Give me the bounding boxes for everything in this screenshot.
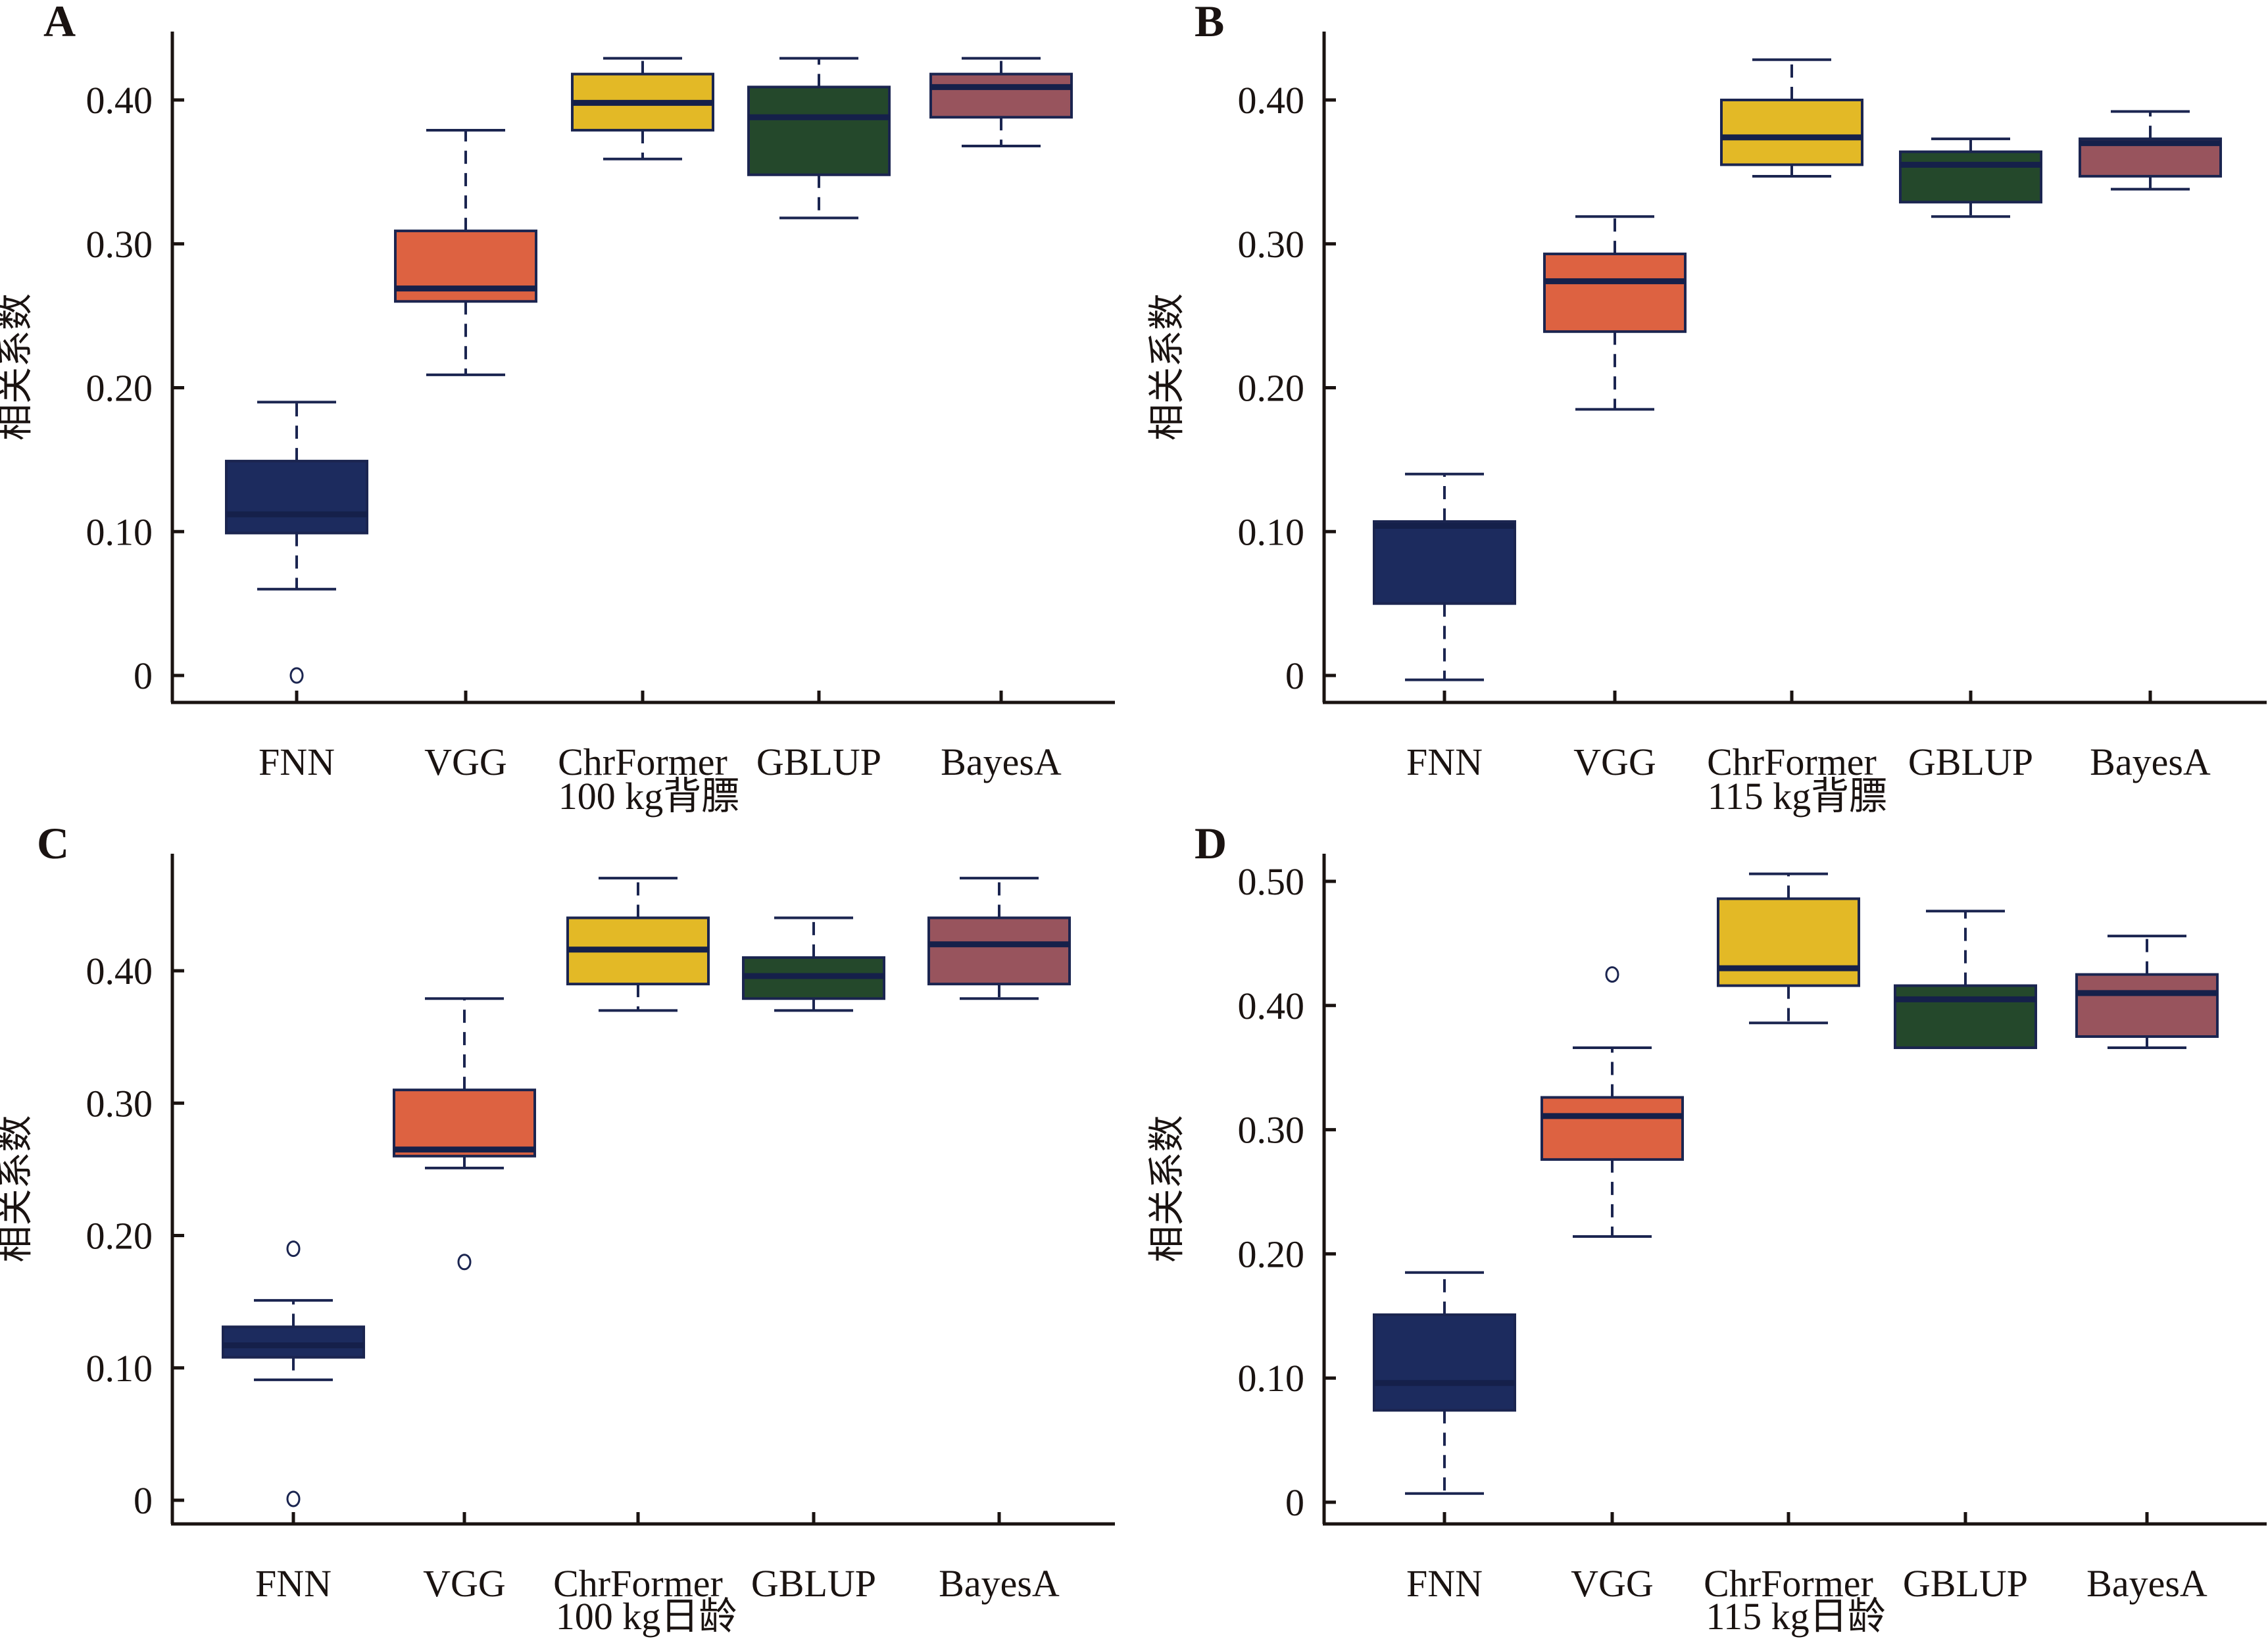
box-vgg: [1541, 966, 1684, 1238]
panel-letter: B: [1195, 0, 1224, 46]
iqr-box: [927, 916, 1071, 986]
y-tick-label: 0.40: [1238, 79, 1305, 122]
box-fnn: [1373, 1271, 1516, 1495]
box-chrformer: [571, 57, 714, 160]
box-gblup: [1894, 910, 2037, 1049]
x-axis-label: 115 kg背膘: [1708, 775, 1887, 818]
box-bayesa: [2075, 935, 2219, 1049]
iqr-box: [393, 1089, 536, 1158]
iqr-box: [929, 72, 1073, 119]
panel-d: D 0 0.10 0.20 0.30 0.40 0.50 相关系数 FNN VGG ChrForme…: [1146, 818, 2267, 1638]
y-tick-label: 0.50: [1238, 860, 1305, 903]
iqr-box: [222, 1325, 365, 1359]
y-tick-label: 0: [1285, 1481, 1304, 1524]
y-tick-label: 0.30: [86, 223, 153, 266]
box-vgg: [393, 997, 536, 1271]
x-tick-label: FNN: [1406, 741, 1483, 783]
iqr-box: [747, 86, 891, 176]
box-gblup: [742, 916, 885, 1012]
x-tick-label: BayesA: [939, 1562, 1060, 1605]
x-tick-label: FNN: [255, 1562, 332, 1605]
y-tick-label: 0.20: [1238, 367, 1305, 410]
x-tick-label: VGG: [423, 1562, 506, 1605]
iqr-box: [1543, 253, 1687, 333]
box-vgg: [1543, 215, 1687, 411]
box-chrformer: [1717, 872, 1860, 1025]
y-axis-label: 相关系数: [1146, 1115, 1189, 1263]
y-axis-label: 相关系数: [0, 1115, 37, 1263]
iqr-box: [225, 460, 368, 535]
iqr-box: [1373, 1313, 1516, 1412]
box-fnn: [225, 401, 368, 684]
x-tick-label: ChrFormer: [553, 1562, 723, 1605]
outlier-point: [1605, 966, 1619, 983]
y-tick-label: 0: [134, 1479, 153, 1522]
iqr-box: [2075, 973, 2219, 1038]
y-tick-label: 0.30: [86, 1082, 153, 1125]
x-tick-label: GBLUP: [1903, 1562, 2028, 1605]
y-tick-label: 0.30: [1238, 1109, 1305, 1152]
y-tick-label: 0.10: [1238, 510, 1305, 553]
y-tick-label: 0.20: [1238, 1233, 1305, 1275]
iqr-box: [1720, 99, 1863, 166]
iqr-box: [1541, 1096, 1684, 1161]
outlier-point: [286, 1490, 301, 1507]
panel-letter: A: [43, 0, 76, 46]
x-tick-label: GBLUP: [751, 1562, 876, 1605]
outlier-point: [286, 1240, 301, 1258]
panel-b: B 0 0.10 0.20 0.30 0.40 相关系数 FNN VGG ChrFormer GBL…: [1146, 0, 2267, 818]
y-axis-label: 相关系数: [1146, 293, 1189, 441]
x-tick-label: ChrFormer: [1707, 741, 1877, 783]
y-tick-label: 0.20: [86, 1215, 153, 1258]
box-fnn: [1373, 472, 1516, 681]
iqr-box: [1373, 520, 1516, 605]
box-gblup: [1899, 137, 2042, 218]
x-tick-label: BayesA: [2086, 1562, 2207, 1605]
box-vgg: [394, 128, 537, 376]
panel-a: A 0 0.10 0.20 0.30 0.40 相关系数 FNN VGG ChrFormer GBL…: [0, 0, 1115, 818]
panel-c: C 0 0.10 0.20 0.30 0.40 相关系数 FNN VGG ChrFormer GBL…: [0, 818, 1115, 1638]
iqr-box: [1717, 897, 1860, 987]
box-chrformer: [566, 877, 710, 1012]
box-bayesa: [929, 57, 1073, 147]
box-bayesa: [927, 877, 1071, 1000]
x-tick-label: FNN: [1406, 1562, 1483, 1605]
panel-letter: D: [1195, 818, 1227, 868]
x-tick-label: VGG: [424, 741, 507, 783]
box-chrformer: [1720, 58, 1863, 178]
x-axis-label: 100 kg背膘: [558, 775, 740, 818]
y-tick-label: 0.40: [1238, 985, 1305, 1027]
y-axis-label: 相关系数: [0, 293, 37, 441]
y-tick-label: 0.40: [86, 950, 153, 992]
y-tick-label: 0.20: [86, 367, 153, 410]
x-tick-label: BayesA: [941, 741, 1062, 783]
panel-letter: C: [37, 818, 69, 868]
x-tick-label: BayesA: [2090, 741, 2211, 783]
x-axis-label: 100 kg日龄: [556, 1595, 737, 1638]
y-tick-label: 0.30: [1238, 223, 1305, 266]
y-tick-label: 0: [134, 654, 153, 697]
x-tick-label: GBLUP: [756, 741, 881, 783]
y-tick-label: 0.40: [86, 79, 153, 122]
x-axis-label: 115 kg日龄: [1706, 1595, 1885, 1638]
y-tick-label: 0.10: [86, 510, 153, 553]
iqr-box: [1899, 150, 2042, 204]
x-tick-label: ChrFormer: [558, 741, 727, 783]
outlier-point: [457, 1254, 472, 1271]
x-tick-label: FNN: [259, 741, 335, 783]
y-tick-label: 0.10: [86, 1347, 153, 1390]
y-tick-label: 0: [1285, 654, 1304, 697]
outlier-point: [289, 667, 304, 684]
y-tick-label: 0.10: [1238, 1357, 1305, 1400]
x-tick-label: VGG: [1571, 1562, 1654, 1605]
iqr-box: [1894, 984, 2037, 1049]
x-tick-label: GBLUP: [1908, 741, 2033, 783]
box-gblup: [747, 57, 891, 220]
box-bayesa: [2079, 110, 2222, 191]
x-tick-label: ChrFormer: [1704, 1562, 1873, 1605]
box-fnn: [222, 1240, 365, 1507]
x-tick-label: VGG: [1573, 741, 1656, 783]
